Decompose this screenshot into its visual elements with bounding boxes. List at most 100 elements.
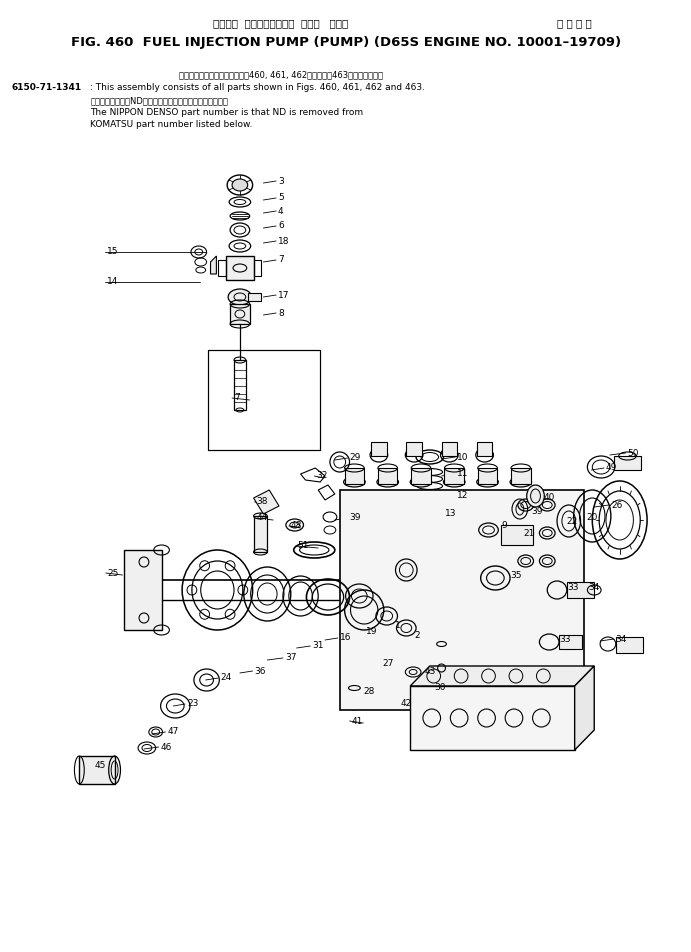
Text: 46: 46 bbox=[160, 743, 172, 751]
Text: 41: 41 bbox=[352, 717, 363, 725]
Text: 26: 26 bbox=[611, 501, 623, 509]
Text: 5: 5 bbox=[278, 193, 284, 203]
Bar bbox=[567, 582, 594, 598]
Ellipse shape bbox=[228, 289, 252, 305]
Text: 適 用 号 機: 適 用 号 機 bbox=[557, 18, 592, 28]
Text: 13: 13 bbox=[446, 509, 457, 519]
Ellipse shape bbox=[510, 477, 531, 487]
Text: 44: 44 bbox=[256, 513, 268, 523]
Text: 15: 15 bbox=[106, 248, 118, 256]
Text: 4: 4 bbox=[278, 207, 284, 215]
Polygon shape bbox=[211, 256, 216, 274]
Text: 47: 47 bbox=[167, 727, 179, 737]
Ellipse shape bbox=[232, 179, 247, 191]
Text: 39: 39 bbox=[350, 513, 361, 523]
Bar bbox=[444, 468, 464, 484]
Text: 34: 34 bbox=[588, 583, 600, 591]
Text: FIG. 460  FUEL INJECTION PUMP (PUMP) (D65S ENGINE NO. 10001–19709): FIG. 460 FUEL INJECTION PUMP (PUMP) (D65… bbox=[70, 36, 621, 49]
Text: 25: 25 bbox=[108, 568, 119, 578]
Text: 38: 38 bbox=[256, 498, 268, 506]
Bar bbox=[226, 256, 254, 280]
Text: 40: 40 bbox=[543, 493, 555, 503]
Polygon shape bbox=[575, 666, 594, 750]
Text: 19: 19 bbox=[366, 626, 378, 636]
Ellipse shape bbox=[527, 485, 545, 507]
Text: 51: 51 bbox=[298, 542, 309, 550]
Ellipse shape bbox=[477, 477, 498, 487]
Text: 28: 28 bbox=[363, 686, 375, 696]
Polygon shape bbox=[410, 686, 575, 750]
Text: 34: 34 bbox=[616, 634, 627, 644]
Text: 18: 18 bbox=[278, 236, 290, 246]
Text: 品番のメーカ配号NDを抜いたものが日本電装の品番です。: 品番のメーカ配号NDを抜いたものが日本電装の品番です。 bbox=[90, 96, 228, 105]
Text: 35: 35 bbox=[510, 570, 522, 580]
Bar bbox=[406, 442, 422, 456]
Ellipse shape bbox=[410, 477, 432, 487]
Text: 6150-71-1341: 6150-71-1341 bbox=[12, 83, 82, 92]
Text: 8: 8 bbox=[278, 308, 284, 318]
Text: 22: 22 bbox=[567, 518, 578, 526]
Text: 33: 33 bbox=[567, 583, 578, 591]
Bar bbox=[501, 525, 533, 545]
Bar bbox=[559, 635, 583, 649]
Bar bbox=[254, 516, 267, 552]
Text: 49: 49 bbox=[606, 464, 617, 472]
Text: 16: 16 bbox=[340, 633, 351, 643]
Text: 3: 3 bbox=[278, 176, 284, 186]
Bar bbox=[230, 304, 249, 324]
Text: 42: 42 bbox=[400, 700, 412, 708]
Text: 24: 24 bbox=[220, 673, 231, 683]
Ellipse shape bbox=[343, 477, 365, 487]
Bar bbox=[124, 550, 162, 630]
Bar bbox=[616, 637, 643, 653]
Ellipse shape bbox=[444, 477, 465, 487]
Text: 21: 21 bbox=[524, 528, 535, 538]
Text: 30: 30 bbox=[435, 684, 446, 692]
Text: 36: 36 bbox=[254, 666, 266, 676]
Text: 39: 39 bbox=[531, 507, 543, 517]
Text: 2: 2 bbox=[414, 631, 419, 641]
Bar bbox=[411, 468, 430, 484]
Text: 23: 23 bbox=[187, 700, 198, 708]
Text: 9: 9 bbox=[501, 521, 507, 529]
Text: 1: 1 bbox=[395, 621, 400, 629]
Bar bbox=[234, 360, 246, 410]
Bar bbox=[345, 468, 364, 484]
Bar bbox=[371, 442, 387, 456]
Text: 45: 45 bbox=[95, 762, 106, 770]
Text: The NIPPON DENSO part number is that ND is removed from: The NIPPON DENSO part number is that ND … bbox=[90, 108, 363, 117]
Text: 12: 12 bbox=[457, 491, 468, 501]
Text: 6: 6 bbox=[278, 222, 284, 230]
Ellipse shape bbox=[413, 540, 446, 556]
Text: フゥエル  インジェクション  ポンプ   ポンプ: フゥエル インジェクション ポンプ ポンプ bbox=[214, 18, 349, 28]
Text: 29: 29 bbox=[350, 453, 361, 463]
Bar bbox=[442, 442, 457, 456]
Text: 7: 7 bbox=[278, 255, 284, 265]
Bar bbox=[340, 490, 585, 710]
Bar bbox=[511, 468, 531, 484]
Text: 33: 33 bbox=[559, 634, 571, 644]
Text: 37: 37 bbox=[285, 653, 296, 663]
Bar bbox=[247, 293, 261, 301]
Text: 31: 31 bbox=[312, 642, 324, 650]
Text: 20: 20 bbox=[587, 512, 598, 522]
Text: 10: 10 bbox=[457, 452, 468, 462]
Text: このアセンブリの構成部品は第460, 461, 462図および第463図も含みます。: このアセンブリの構成部品は第460, 461, 462図および第463図も含みま… bbox=[179, 70, 383, 79]
Bar bbox=[477, 442, 493, 456]
Text: 43: 43 bbox=[425, 667, 436, 677]
Text: 7: 7 bbox=[234, 393, 240, 403]
Bar bbox=[477, 468, 498, 484]
Polygon shape bbox=[410, 666, 594, 686]
Ellipse shape bbox=[377, 477, 399, 487]
Polygon shape bbox=[254, 490, 279, 514]
Text: KOMATSU part number listed below.: KOMATSU part number listed below. bbox=[90, 120, 252, 129]
Text: 27: 27 bbox=[383, 659, 394, 667]
Bar bbox=[79, 756, 115, 784]
Text: 50: 50 bbox=[627, 448, 639, 458]
Bar bbox=[378, 468, 397, 484]
Text: 17: 17 bbox=[278, 290, 290, 300]
Text: 48: 48 bbox=[291, 522, 302, 530]
Bar bbox=[614, 456, 641, 470]
Text: 32: 32 bbox=[316, 471, 328, 481]
Text: : This assembly consists of all parts shown in Figs. 460, 461, 462 and 463.: : This assembly consists of all parts sh… bbox=[90, 83, 425, 92]
